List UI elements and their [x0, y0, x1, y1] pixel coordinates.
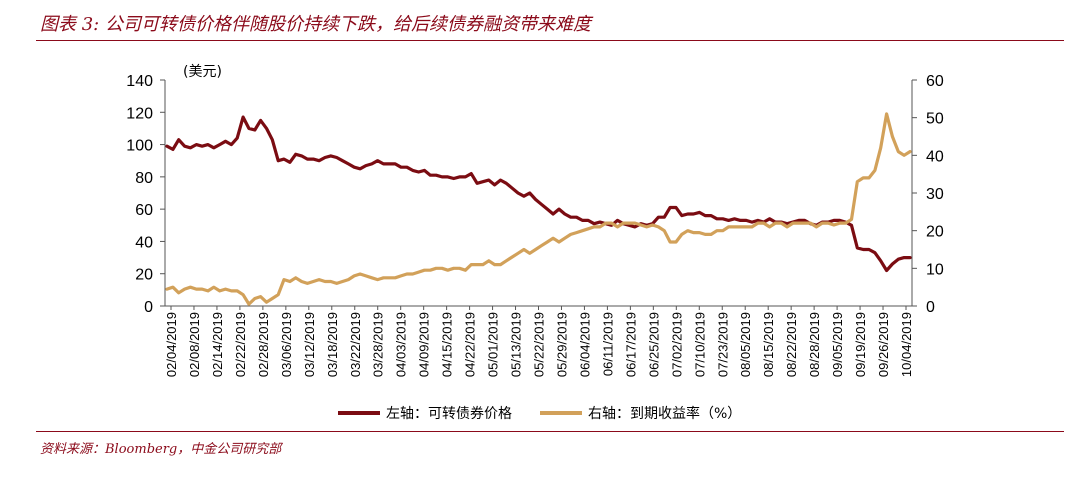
x-tick-label: 06/25/2019	[646, 312, 661, 377]
x-tick-label: 05/13/2019	[509, 312, 524, 377]
x-tick-label: 03/18/2019	[325, 312, 340, 377]
series-line-convertible-bond-price	[165, 115, 912, 273]
x-tick-label: 03/22/2019	[348, 312, 363, 377]
figure-title: 图表 3: 公司可转债价格伴随股价持续下跌，给后续债券融资带来难度	[40, 14, 591, 35]
x-tick-label: 05/01/2019	[486, 312, 501, 377]
left-tick-label: 0	[144, 299, 153, 316]
x-tick-label: 02/04/2019	[164, 312, 179, 377]
x-tick-label: 08/28/2019	[807, 312, 822, 377]
right-tick-label: 30	[926, 186, 944, 203]
right-tick-label: 20	[926, 224, 944, 241]
x-tick-label: 07/23/2019	[715, 312, 730, 377]
source-note: 资料来源：Bloomberg，中金公司研究部	[40, 442, 282, 457]
x-tick-label: 05/22/2019	[532, 312, 547, 377]
left-tick-label: 120	[126, 105, 153, 122]
x-tick-label: 02/28/2019	[256, 312, 271, 377]
title-rule	[36, 40, 1064, 41]
x-tick-label: 05/29/2019	[554, 312, 569, 377]
left-tick-label: 80	[135, 170, 153, 187]
x-tick-label: 07/10/2019	[692, 312, 707, 377]
x-tick-label: 06/11/2019	[600, 312, 615, 376]
source-rule	[36, 431, 1064, 432]
x-tick-label: 07/02/2019	[669, 312, 684, 377]
x-tick-label: 06/04/2019	[577, 312, 592, 377]
left-tick-label: 60	[135, 202, 153, 219]
x-tick-label: 04/22/2019	[463, 312, 478, 377]
x-tick-label: 02/22/2019	[233, 312, 248, 377]
left-tick-label: 100	[126, 138, 153, 155]
chart-axes: 0 20 40 60 80 100 120 140 0 10 20 30 40 50 60 02/04/201…	[126, 73, 944, 377]
x-tick-label: 03/12/2019	[302, 312, 317, 377]
x-tick-label: 09/26/2019	[876, 312, 891, 377]
x-tick-label: 02/14/2019	[210, 312, 225, 377]
x-tick-label: 06/17/2019	[623, 312, 638, 377]
series-line-yield-to-maturity	[165, 112, 912, 306]
left-axis-unit-label: (美元)	[183, 64, 222, 80]
legend-label-right-series: 右轴：到期收益率（%）	[588, 405, 741, 422]
x-tick-label: 03/28/2019	[371, 312, 386, 377]
x-tick-label: 04/15/2019	[440, 312, 455, 377]
left-tick-label: 140	[126, 73, 153, 90]
x-tick-label: 08/22/2019	[784, 312, 799, 377]
right-tick-label: 50	[926, 111, 944, 128]
left-tick-label: 20	[135, 267, 153, 284]
legend-label-left-series: 左轴：可转债券价格	[386, 406, 512, 422]
x-tick-label: 08/05/2019	[738, 312, 753, 377]
right-tick-label: 0	[926, 299, 935, 316]
chart-legend: 左轴：可转债券价格 右轴：到期收益率（%）	[338, 405, 741, 422]
x-tick-label: 08/15/2019	[761, 312, 776, 377]
right-tick-label: 10	[926, 261, 944, 278]
x-tick-label: 02/08/2019	[187, 312, 202, 377]
right-tick-label: 40	[926, 148, 944, 165]
left-tick-label: 40	[135, 234, 153, 251]
x-tick-label: 03/06/2019	[279, 312, 294, 377]
x-tick-label: 09/19/2019	[853, 312, 868, 377]
x-tick-label: 04/03/2019	[394, 312, 409, 377]
chart-lines	[165, 112, 912, 306]
right-tick-label: 60	[926, 73, 944, 90]
x-tick-label: 09/05/2019	[830, 312, 845, 377]
x-tick-label: 04/09/2019	[417, 312, 432, 377]
x-tick-label: 10/04/2019	[899, 312, 914, 377]
